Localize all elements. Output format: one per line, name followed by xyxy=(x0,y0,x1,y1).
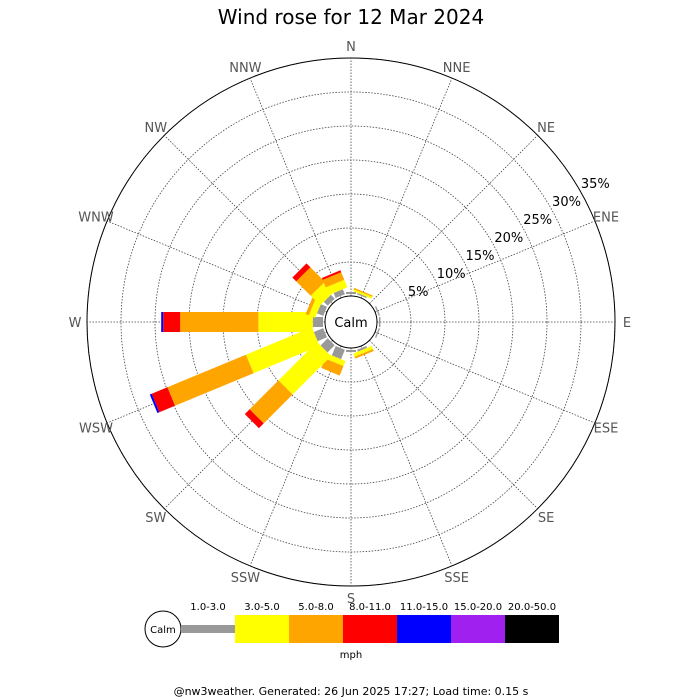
bar-ene-bin-1 xyxy=(375,306,380,316)
bar-w-bin-4 xyxy=(163,312,181,332)
bar-wnw-bin-1 xyxy=(316,304,327,316)
bar-wsw-bin-3 xyxy=(167,354,254,406)
legend-swatch-5 xyxy=(397,615,451,643)
direction-label-w: W xyxy=(69,316,82,331)
legend-bin-label: 15.0-20.0 xyxy=(454,602,502,613)
bar-sse-bin-3 xyxy=(354,349,374,359)
radial-tick-label: 35% xyxy=(581,177,610,192)
bar-n-bin-1 xyxy=(346,292,356,294)
radial-tick-label: 20% xyxy=(494,231,523,246)
bar-ssw-bin-3 xyxy=(321,358,344,376)
spoke-ssw xyxy=(249,345,342,567)
calm-circle: Calm xyxy=(324,295,378,349)
direction-label-nnw: NNW xyxy=(229,61,261,76)
bar-sw-bin-4 xyxy=(244,409,264,429)
bar-wnw-bin-3 xyxy=(305,295,317,316)
direction-label-wsw: WSW xyxy=(79,422,113,437)
direction-label-wnw: WNW xyxy=(78,210,114,225)
legend-bin-label: 3.0-5.0 xyxy=(244,602,279,613)
bar-wsw-bin-5 xyxy=(149,393,160,413)
bar-ssw-bin-1 xyxy=(331,346,345,360)
bar-nne-bin-1 xyxy=(357,293,367,298)
direction-label-ene: ENE xyxy=(593,210,619,225)
legend-swatch-3 xyxy=(289,615,343,643)
footer-text: @nw3weather. Generated: 26 Jun 2025 17:2… xyxy=(174,685,529,698)
bar-sw-bin-3 xyxy=(249,380,293,424)
bar-wsw-bin-2 xyxy=(245,327,320,374)
direction-label-ne: NE xyxy=(537,121,555,136)
legend-swatch-7 xyxy=(505,615,559,643)
legend-swatch-6 xyxy=(451,615,505,643)
bar-sse-bin-1 xyxy=(357,346,368,352)
radial-tick-labels: 5% 10%15% 20%25%30%35% xyxy=(408,177,610,300)
direction-label-nw: NW xyxy=(145,121,168,136)
bar-sw-bin-1 xyxy=(320,338,335,353)
spoke-ene xyxy=(374,220,596,313)
direction-label-se: SE xyxy=(538,511,554,526)
legend-bin-label: 11.0-15.0 xyxy=(400,602,448,613)
direction-label-e: E xyxy=(623,316,631,331)
direction-label-ssw: SSW xyxy=(231,571,261,586)
direction-label-s: S xyxy=(347,592,355,607)
direction-spokes xyxy=(87,58,615,586)
unit-label: mph xyxy=(340,650,362,661)
legend-swatch-1 xyxy=(181,625,235,633)
bar-nw-bin-1 xyxy=(323,294,335,306)
direction-labels: N NNE NE ENE E ESE SE SSE S SSW SW WSW W WNW NW NNW xyxy=(69,40,632,607)
bar-nw-bin-4 xyxy=(292,263,311,282)
bar-nnw-bin-1 xyxy=(333,289,345,298)
radial-tick-label: 15% xyxy=(466,249,495,264)
spoke-nne xyxy=(360,77,453,299)
bar-w-bin-5 xyxy=(161,312,164,332)
legend-swatch-2 xyxy=(235,615,289,643)
direction-label-nne: NNE xyxy=(443,61,471,76)
direction-label-sw: SW xyxy=(145,511,166,526)
legend-bin-label: 5.0-8.0 xyxy=(298,602,333,613)
speed-legend: Calm 1.0-3.0 3.0-5.0 5.0-8.0 8.0-11.0 11.0-15… xyxy=(144,602,559,648)
spoke-se xyxy=(369,340,538,509)
direction-label-sse: SSE xyxy=(444,571,469,586)
bar-s-bin-1 xyxy=(346,350,356,352)
grid-ring-5 xyxy=(154,125,548,519)
bar-nnw-bin-3 xyxy=(322,272,345,288)
bar-ese-bin-1 xyxy=(375,328,380,338)
calm-label: Calm xyxy=(334,316,367,331)
bar-sse-bin-2 xyxy=(353,345,373,357)
legend-bin-label: 8.0-11.0 xyxy=(349,602,391,613)
radial-tick-label: 30% xyxy=(552,195,581,210)
spoke-nnw xyxy=(249,77,342,299)
bar-wsw-bin-4 xyxy=(151,387,175,413)
radial-tick-label: 25% xyxy=(523,213,552,228)
bar-w-bin-3 xyxy=(180,312,259,332)
bar-sw-bin-2 xyxy=(278,341,332,395)
direction-label-ese: ESE xyxy=(594,422,619,437)
legend-calm-label: Calm xyxy=(150,625,176,636)
spoke-wnw xyxy=(106,220,328,313)
bar-nne-bin-3 xyxy=(353,287,373,297)
radial-tick-label: 5% xyxy=(408,285,429,300)
bar-nnw-bin-4 xyxy=(321,270,342,280)
legend-bin-label: 20.0-50.0 xyxy=(508,602,556,613)
direction-label-n: N xyxy=(346,40,356,55)
radial-tick-label: 10% xyxy=(437,267,466,282)
spoke-sse xyxy=(360,345,453,567)
bar-nw-bin-3 xyxy=(296,267,325,296)
wind-bars xyxy=(149,263,381,429)
bar-e-bin-1 xyxy=(379,317,381,327)
bar-wsw-bin-1 xyxy=(313,328,327,342)
bar-nne-bin-2 xyxy=(353,289,373,299)
bar-w-bin-2 xyxy=(258,312,313,332)
legend-bin-label: 1.0-3.0 xyxy=(190,602,225,613)
chart-title: Wind rose for 12 Mar 2024 xyxy=(218,5,484,29)
bar-w-bin-1 xyxy=(312,317,323,327)
spoke-ese xyxy=(374,331,596,424)
spoke-ne xyxy=(369,135,538,304)
bar-nnw-bin-2 xyxy=(325,279,348,295)
legend-swatch-4 xyxy=(343,615,397,643)
